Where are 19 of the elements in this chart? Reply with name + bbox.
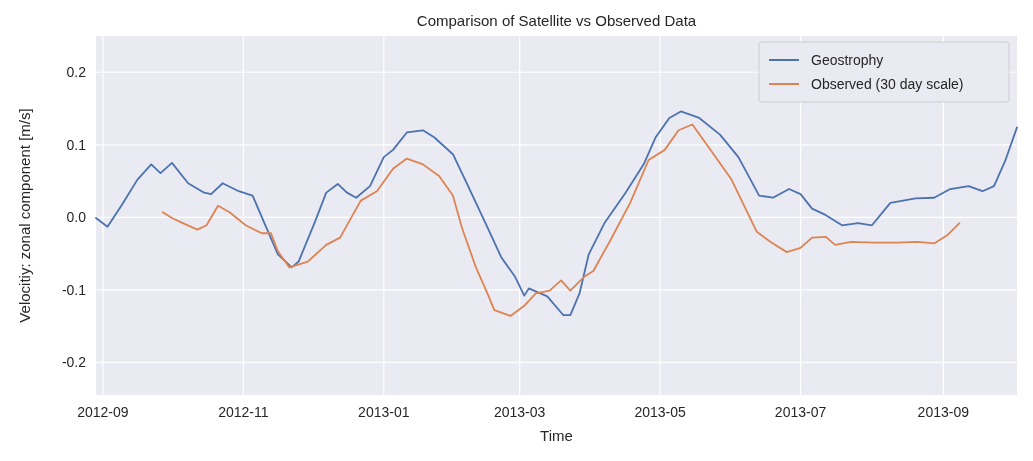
x-tick-label: 2013-03: [493, 404, 546, 420]
x-tick-label: 2013-01: [358, 404, 410, 420]
y-tick-label: 0.1: [66, 136, 87, 153]
y-tick-label: -0.2: [61, 354, 87, 371]
line-series: [95, 110, 1018, 317]
x-tick-label: 2013-07: [774, 404, 827, 420]
y-tick-label: 0.0: [66, 209, 87, 226]
x-tick-label: 2013-09: [917, 404, 970, 420]
x-tick-label: 2013-05: [634, 404, 687, 420]
chart-title: Comparison of Satellite vs Observed Data: [416, 12, 697, 29]
legend-label: Observed (30 day scale): [811, 75, 964, 92]
legend-label: Geostrophy: [811, 51, 884, 68]
x-tick-label: 2012-09: [77, 404, 129, 420]
x-axis-title: Time: [540, 427, 573, 444]
x-tick-label: 2012-11: [218, 404, 269, 420]
y-tick-label: -0.1: [61, 281, 87, 298]
y-axis-title: Velocitiy: zonal component [m/s]: [16, 108, 33, 323]
y-tick-label: 0.2: [66, 64, 87, 81]
line-series: [161, 123, 961, 317]
